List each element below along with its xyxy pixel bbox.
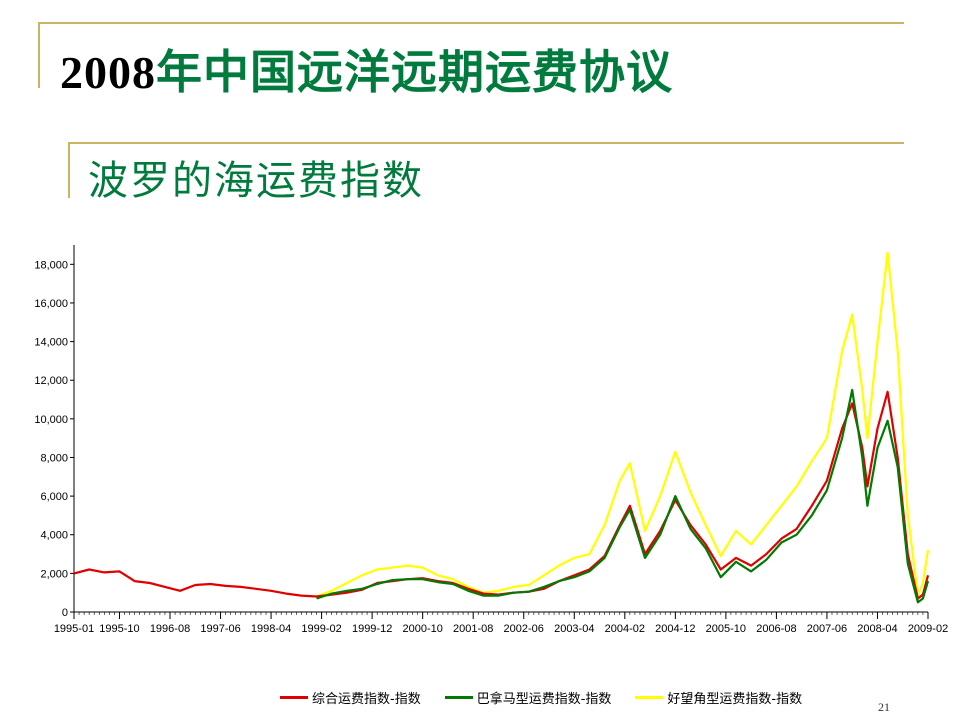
legend-label-composite: 综合运费指数-指数 (312, 691, 421, 707)
y-tick-label: 16,000 (34, 298, 68, 310)
title-year: 2008 (60, 47, 156, 98)
title-accent-left (38, 22, 40, 88)
slide-title: 2008年中国远洋远期运费协议 (60, 36, 673, 102)
x-tick-label: 2004-12 (655, 623, 695, 635)
legend-item-composite: 综合运费指数-指数 (280, 688, 421, 707)
x-tick-label: 2006-08 (756, 623, 796, 635)
y-tick-label: 18,000 (34, 259, 68, 271)
y-axis: 0 2,000 4,000 6,000 8,000 10,000 12,000 14,000 1… (34, 245, 75, 619)
x-tick-label: 2005-10 (706, 623, 746, 635)
y-tick-label: 6,000 (40, 491, 68, 503)
y-tick-label: 14,000 (34, 337, 68, 349)
x-tick-label: 2009-02 (908, 623, 948, 635)
legend-item-panamax: 巴拿马型运费指数-指数 (444, 688, 612, 707)
series-line-composite (73, 390, 930, 600)
x-tick-label: 2008-04 (857, 623, 897, 635)
x-tick-label: 2007-06 (807, 623, 847, 635)
x-tick-label: 1997-06 (200, 623, 240, 635)
legend-swatch-red (280, 695, 308, 699)
legend-swatch-green (444, 695, 473, 699)
x-tick-label: 1999-12 (352, 623, 392, 635)
x-tick-label: 1998-04 (251, 623, 291, 635)
x-tick-label: 2004-02 (605, 623, 645, 635)
legend-label-capesize: 好望角型运费指数-指数 (667, 691, 803, 707)
x-tick-label: 2003-04 (554, 623, 594, 635)
legend-swatch-yellow (635, 695, 664, 699)
x-tick-label: 2002-06 (504, 623, 544, 635)
bdi-line-chart: 0 2,000 4,000 6,000 8,000 10,000 12,000 14,000 1… (34, 245, 948, 635)
y-tick-label: 2,000 (40, 568, 68, 580)
title-text: 年中国远洋远期运费协议 (156, 45, 673, 99)
x-axis: 1995-01 1995-10 1996-08 1997-06 1998-04 1999-… (54, 611, 948, 635)
chart-legend: 综合运费指数-指数 巴拿马型运费指数-指数 好望角型运费指数-指数 (280, 686, 826, 708)
x-tick-label: 1996-08 (150, 623, 190, 635)
x-tick-label: 2001-08 (453, 623, 493, 635)
y-tick-label: 10,000 (34, 414, 68, 426)
legend-label-panamax: 巴拿马型运费指数-指数 (476, 691, 612, 707)
subtitle-accent-top (68, 142, 904, 144)
legend-item-capesize: 好望角型运费指数-指数 (635, 688, 802, 707)
y-tick-label: 0 (62, 607, 68, 619)
title-accent-top (38, 22, 904, 24)
series-line-capesize (316, 251, 930, 598)
subtitle-accent-left (68, 142, 70, 198)
page-number: 21 (878, 700, 890, 714)
x-tick-label: 1995-10 (99, 623, 139, 635)
series-line-panamax (316, 388, 930, 604)
series-lines (73, 251, 930, 604)
y-tick-label: 8,000 (40, 452, 68, 464)
x-tick-label: 2000-10 (402, 623, 442, 635)
x-tick-label: 1995-01 (54, 623, 94, 635)
y-tick-label: 4,000 (40, 530, 68, 542)
x-tick-label: 1999-02 (301, 623, 341, 635)
y-tick-label: 12,000 (34, 375, 68, 387)
slide-subtitle: 波罗的海运费指数 (88, 158, 424, 204)
